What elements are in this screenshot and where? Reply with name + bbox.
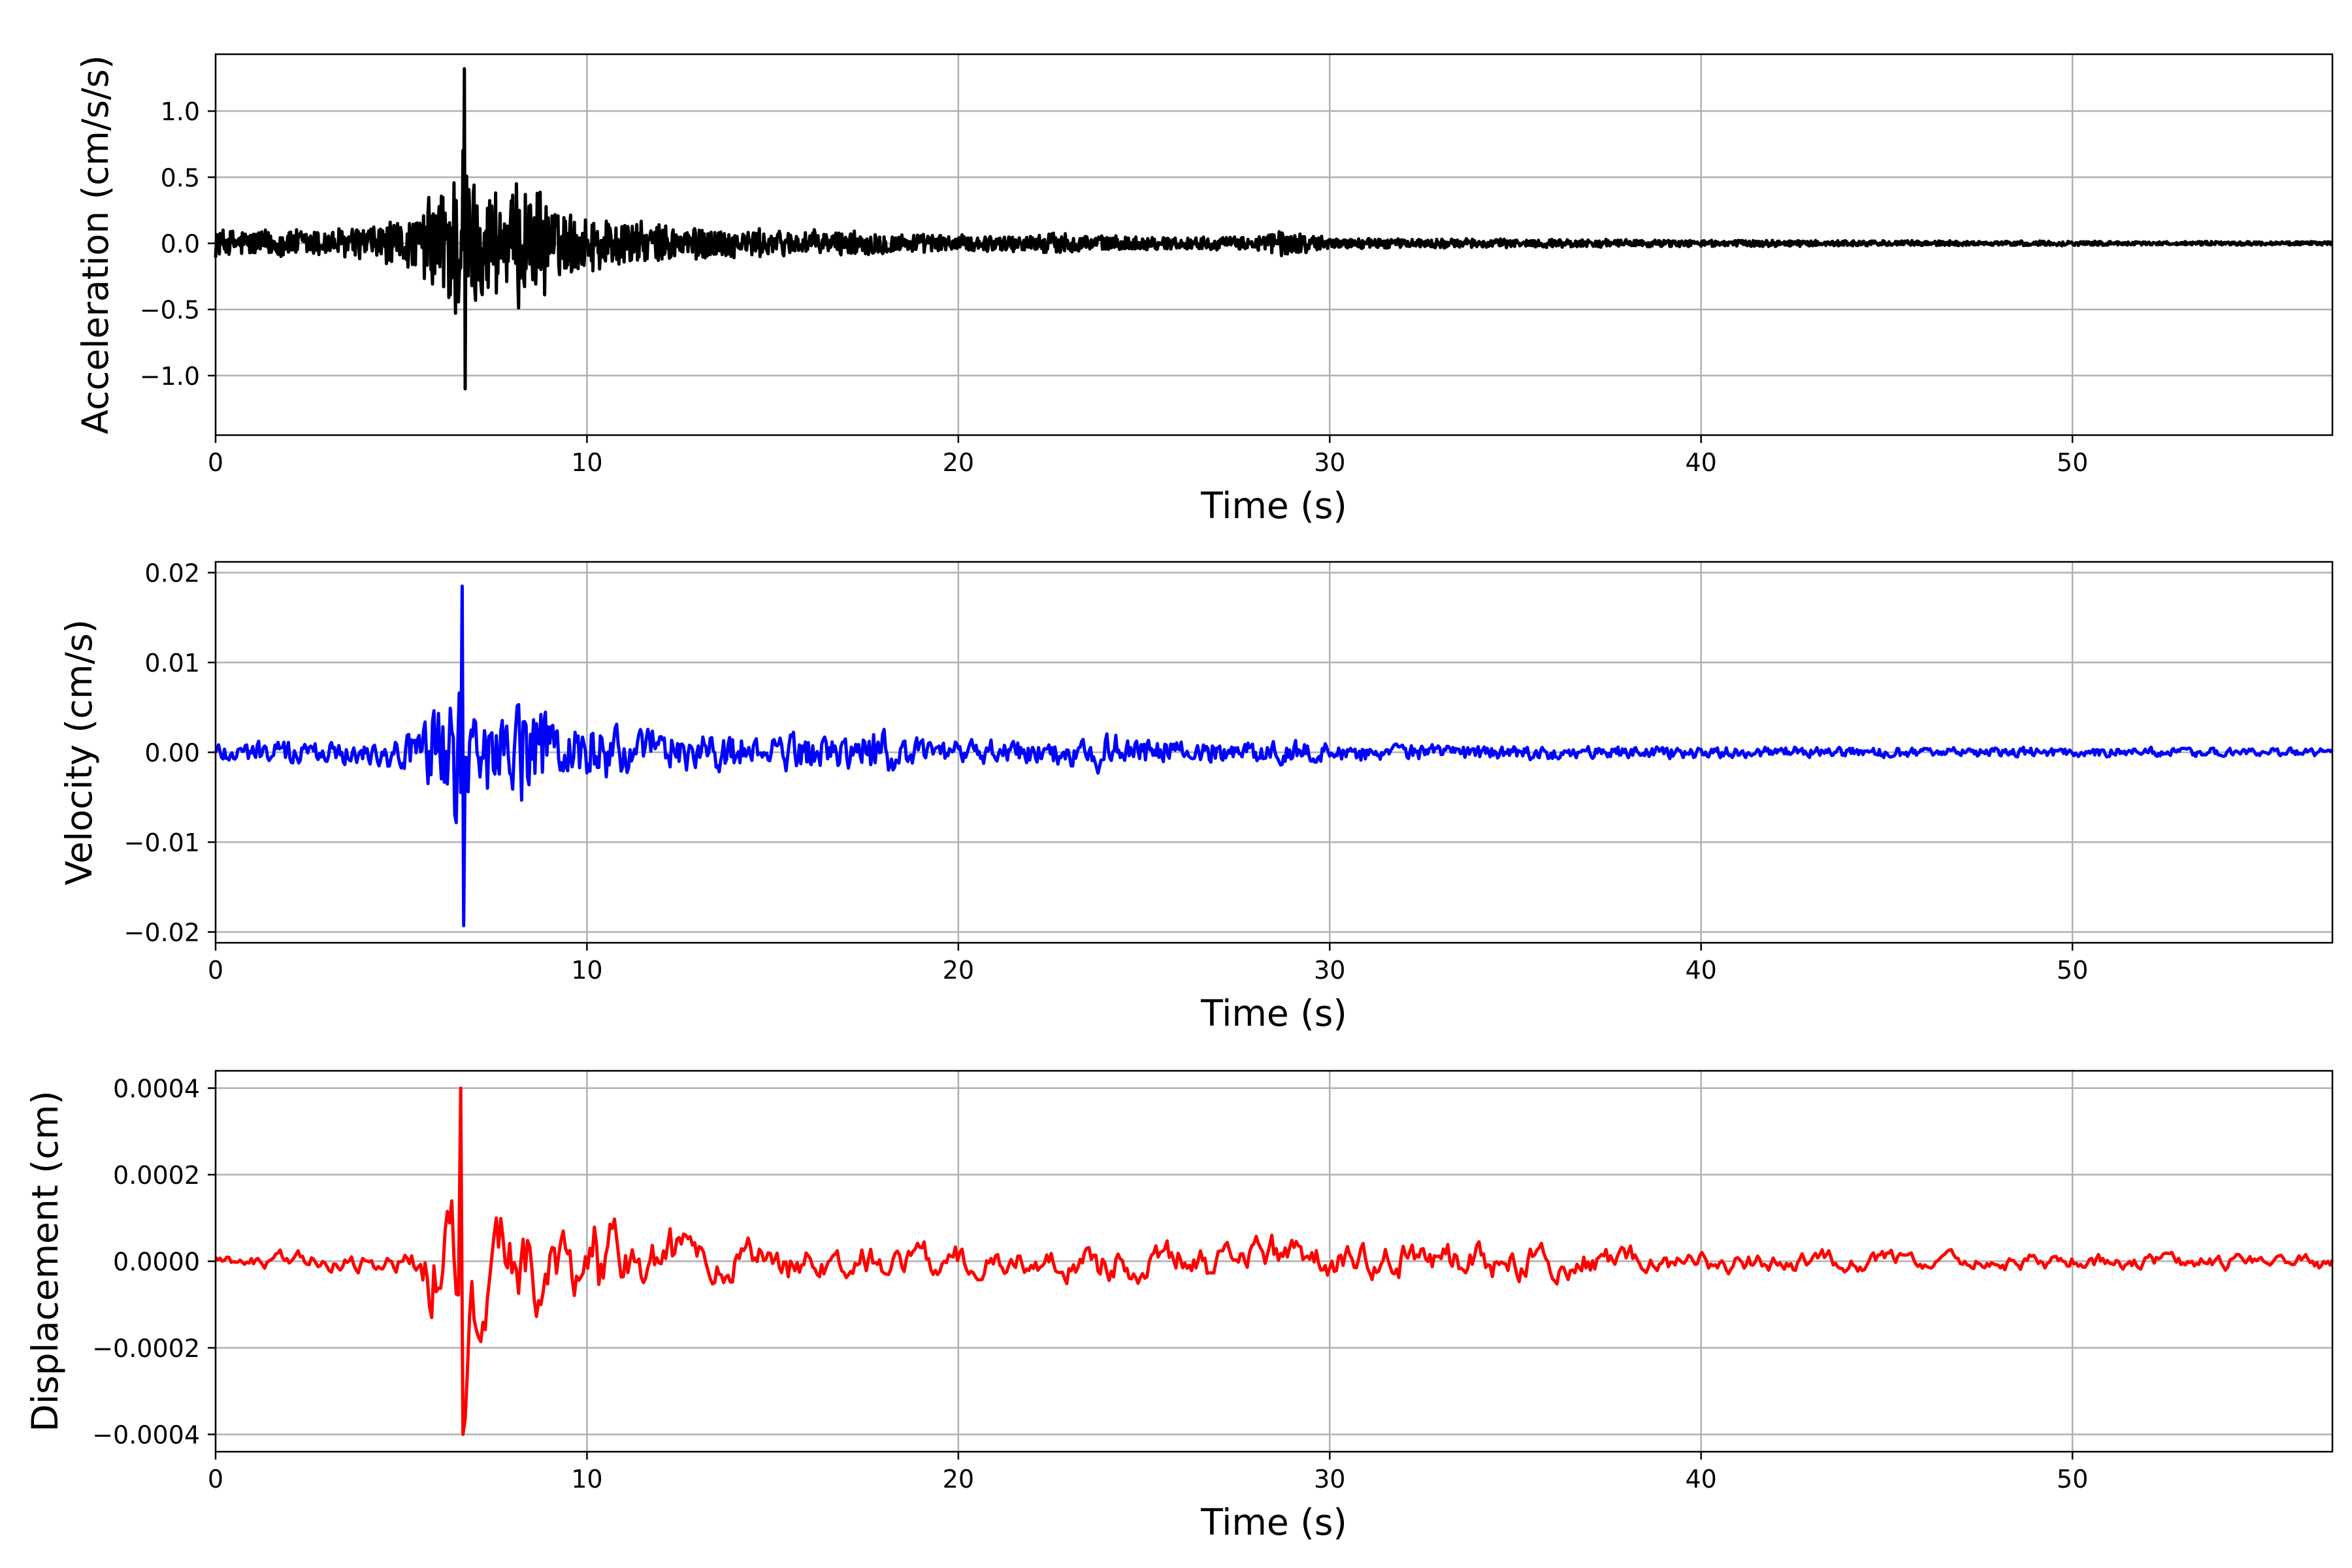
velocity-x-tick-label: 50 bbox=[2057, 956, 2088, 985]
displacement-x-tick-label: 40 bbox=[1686, 1465, 1717, 1494]
acceleration-y-tick-label: 0.0 bbox=[161, 229, 200, 258]
displacement-x-tick-label: 30 bbox=[1314, 1465, 1345, 1494]
acceleration-x-tick-label: 20 bbox=[943, 448, 974, 477]
acceleration-y-axis-label: Acceleration (cm/s/s) bbox=[74, 55, 116, 434]
displacement-trace bbox=[214, 1086, 2334, 1436]
velocity-y-axis-label: Velocity (cm/s) bbox=[58, 619, 100, 885]
acceleration-y-tick-label: 1.0 bbox=[161, 97, 200, 126]
acceleration-axes-frame bbox=[214, 53, 2334, 436]
displacement-y-tick-label: −0.0002 bbox=[92, 1334, 200, 1363]
velocity-x-tick-label: 0 bbox=[208, 956, 223, 985]
acceleration-y-tick-label: −1.0 bbox=[140, 362, 200, 391]
velocity-x-tick-label: 20 bbox=[943, 956, 974, 985]
displacement-x-tick-label: 50 bbox=[2057, 1465, 2088, 1494]
displacement-y-axis-label: Displacement (cm) bbox=[24, 1090, 66, 1431]
acceleration-x-tick-label: 40 bbox=[1686, 448, 1717, 477]
displacement-x-tick-label: 20 bbox=[943, 1465, 974, 1494]
acceleration-x-ticks: 0 10 20 30 40 50 bbox=[208, 435, 2088, 477]
velocity-trace bbox=[214, 584, 2334, 928]
velocity-x-ticks: 0 10 20 30 40 50 bbox=[208, 943, 2088, 985]
displacement-y-tick-label: −0.0004 bbox=[92, 1421, 200, 1450]
displacement-x-tick-label: 0 bbox=[208, 1465, 223, 1494]
acceleration-x-tick-label: 0 bbox=[208, 448, 223, 477]
velocity-x-tick-label: 10 bbox=[571, 956, 602, 985]
velocity-y-tick-label: −0.01 bbox=[124, 828, 200, 857]
velocity-y-tick-label: −0.02 bbox=[124, 919, 200, 947]
velocity-x-axis-label: Time (s) bbox=[1200, 992, 1347, 1034]
acceleration-x-tick-label: 30 bbox=[1314, 448, 1345, 477]
acceleration-y-ticks: 1.0 0.5 0.0 −0.5 −1.0 bbox=[140, 97, 216, 391]
acceleration-y-tick-label: 0.5 bbox=[161, 163, 200, 192]
displacement-x-tick-label: 10 bbox=[571, 1465, 602, 1494]
velocity-y-tick-label: 0.01 bbox=[144, 649, 200, 678]
acceleration-x-tick-label: 50 bbox=[2057, 448, 2088, 477]
displacement-panel: 0.0004 0.0002 0.0000 −0.0002 −0.0004 0 10 20 30… bbox=[24, 1070, 2334, 1543]
displacement-axes-frame bbox=[214, 1070, 2334, 1453]
velocity-x-tick-label: 40 bbox=[1686, 956, 1717, 985]
acceleration-trace bbox=[214, 67, 2334, 391]
velocity-panel: 0.02 0.01 0.00 −0.01 −0.02 0 10 20 30 40 50 Time … bbox=[58, 559, 2334, 1034]
velocity-y-tick-label: 0.00 bbox=[144, 739, 200, 768]
displacement-y-tick-label: 0.0000 bbox=[113, 1248, 200, 1277]
displacement-x-axis-label: Time (s) bbox=[1200, 1501, 1347, 1543]
velocity-axes-frame bbox=[214, 561, 2334, 944]
velocity-y-ticks: 0.02 0.01 0.00 −0.01 −0.02 bbox=[124, 559, 216, 947]
displacement-y-ticks: 0.0004 0.0002 0.0000 −0.0002 −0.0004 bbox=[92, 1075, 216, 1450]
velocity-y-tick-label: 0.02 bbox=[144, 559, 200, 588]
displacement-x-ticks: 0 10 20 30 40 50 bbox=[208, 1452, 2088, 1494]
acceleration-x-axis-label: Time (s) bbox=[1200, 485, 1347, 527]
velocity-x-tick-label: 30 bbox=[1314, 956, 1345, 985]
acceleration-panel: 1.0 0.5 0.0 −0.5 −1.0 0 10 20 30 40 50 Time (s) A… bbox=[74, 53, 2334, 527]
displacement-y-tick-label: 0.0002 bbox=[113, 1161, 200, 1190]
acceleration-x-tick-label: 10 bbox=[571, 448, 602, 477]
displacement-y-tick-label: 0.0004 bbox=[113, 1075, 200, 1103]
acceleration-y-tick-label: −0.5 bbox=[140, 296, 200, 325]
